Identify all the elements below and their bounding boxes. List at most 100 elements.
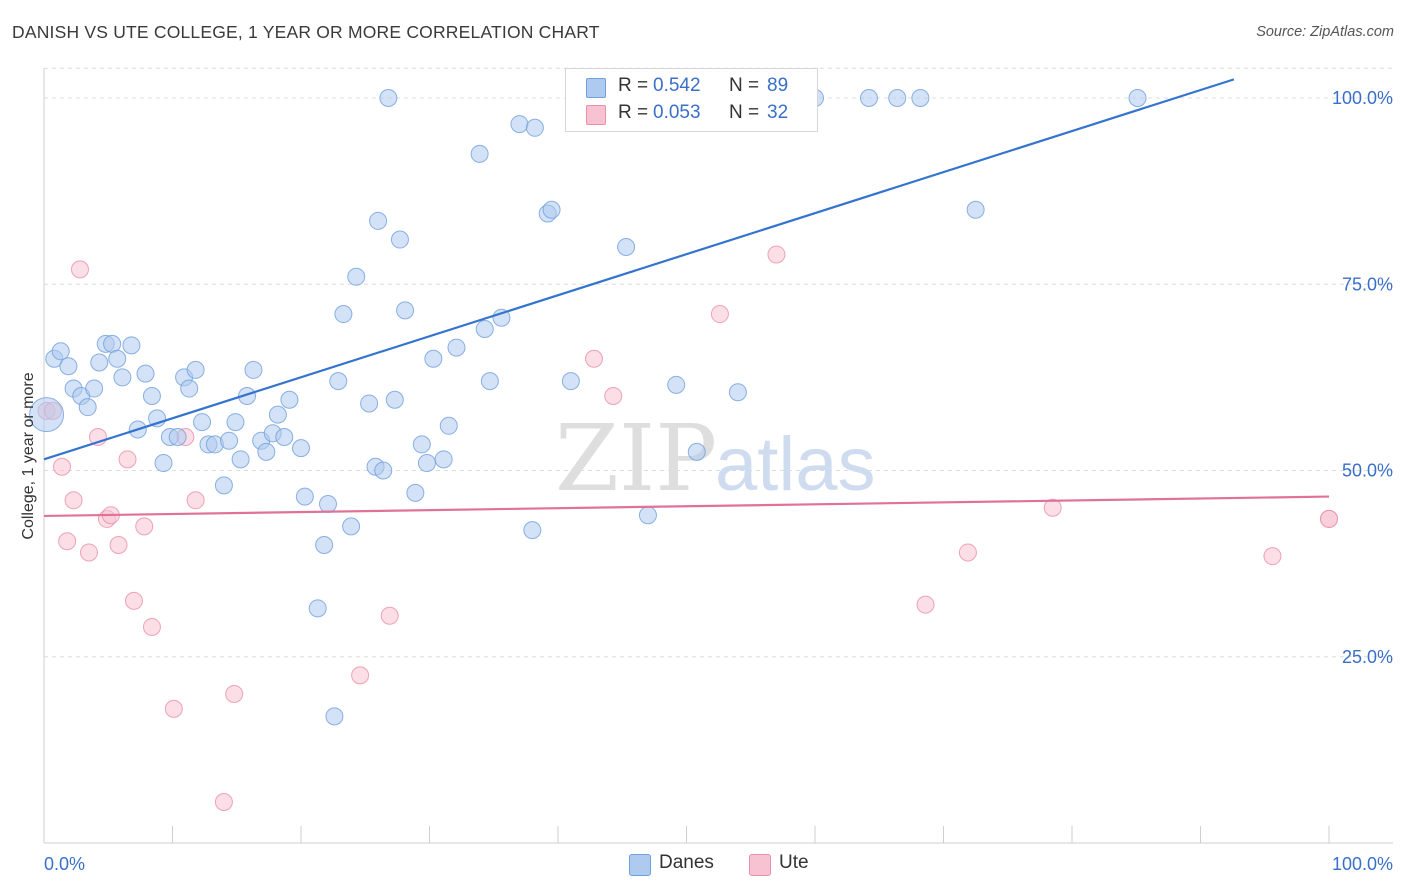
x-ticks: [43, 826, 1330, 843]
legend-label-danes: Danes: [659, 852, 714, 873]
danes-point: [390, 230, 409, 249]
danes-trend-line: [43, 78, 1235, 461]
legend-n-label: N =: [729, 102, 760, 123]
ute-point: [124, 591, 143, 610]
ute-point: [135, 517, 154, 536]
danes-point: [268, 405, 287, 424]
legend-n-value: 89: [767, 75, 789, 96]
ute-point: [70, 260, 89, 279]
ute-point: [767, 245, 786, 264]
danes-point: [78, 398, 97, 417]
source-credit: Source: ZipAtlas.com: [1256, 24, 1394, 40]
danes-point: [687, 442, 706, 461]
series-legend: Danes Ute: [0, 851, 1406, 877]
danes-point: [347, 267, 366, 286]
danes-point: [412, 435, 431, 454]
danes-point: [374, 461, 393, 480]
danes-point: [275, 427, 294, 446]
legend-r-value: 0.542: [653, 75, 701, 96]
y-tick-label: 75.0%: [1342, 274, 1393, 294]
y-tick-label: 100.0%: [1332, 88, 1393, 108]
danes-point: [638, 506, 657, 525]
danes-point: [226, 413, 245, 432]
danes-point: [406, 483, 425, 502]
danes-point: [295, 487, 314, 506]
danes-point: [29, 397, 65, 433]
danes-point: [342, 517, 361, 536]
legend-swatch-danes: [629, 854, 651, 876]
danes-point: [470, 144, 489, 163]
danes-point: [480, 372, 499, 391]
danes-point: [186, 360, 205, 379]
ute-point: [109, 536, 128, 554]
danes-point: [561, 372, 580, 391]
danes-point: [396, 301, 415, 320]
danes-point: [180, 379, 199, 398]
legend-swatch-ute: [749, 854, 771, 876]
danes-point: [220, 431, 239, 450]
gridlines: [44, 67, 1393, 658]
danes-point: [617, 238, 636, 256]
danes-point: [51, 342, 70, 361]
danes-point: [257, 442, 276, 461]
legend-r-label: R =: [618, 102, 649, 123]
danes-point: [417, 454, 436, 473]
danes-point: [85, 379, 104, 398]
danes-point: [667, 375, 686, 394]
ute-point: [584, 349, 603, 368]
legend-r-value: 0.053: [653, 102, 701, 123]
ute-point: [958, 543, 977, 562]
legend-label-ute: Ute: [779, 852, 809, 873]
danes-point: [334, 305, 353, 324]
danes-point: [329, 372, 348, 391]
legend-n-value: 32: [767, 102, 789, 123]
danes-point: [154, 454, 173, 473]
ute-point: [52, 457, 71, 476]
danes-point: [525, 118, 544, 137]
danes-point: [424, 349, 443, 368]
x-tick-label: 100.0%: [1332, 854, 1393, 874]
ute-point: [916, 595, 935, 614]
danes-points: [29, 89, 1147, 726]
danes-point: [90, 353, 109, 372]
legend-row-ute: R = 0.053 N = 32: [566, 100, 817, 128]
legend-row-danes: R = 0.542 N = 89: [566, 73, 817, 101]
danes-point: [315, 536, 334, 554]
ute-point: [710, 305, 729, 324]
danes-point: [238, 387, 257, 405]
y-axis-title: College, 1 year or more: [20, 372, 37, 539]
ute-trend-line: [43, 495, 1330, 518]
danes-point: [510, 115, 529, 134]
danes-point: [193, 413, 212, 432]
ute-point: [79, 543, 98, 562]
danes-point: [888, 89, 907, 107]
watermark-zip: ZIP: [555, 405, 717, 512]
ute-point: [118, 450, 137, 469]
danes-point: [439, 416, 458, 435]
danes-point: [369, 211, 388, 230]
watermark-atlas: atlas: [715, 422, 876, 507]
y-tick-label: 25.0%: [1342, 647, 1393, 667]
ute-point: [214, 793, 233, 812]
danes-point: [318, 495, 337, 514]
danes-point: [308, 599, 327, 618]
danes-point: [168, 427, 187, 446]
ute-point: [604, 387, 623, 405]
danes-point: [142, 387, 161, 405]
x-tick-label: 0.0%: [44, 854, 85, 874]
y-tick-labels: 25.0% 50.0% 75.0% 100.0%: [1332, 88, 1393, 667]
legend-r-label: R =: [618, 75, 649, 96]
danes-point: [434, 450, 453, 469]
ute-point: [1263, 547, 1282, 566]
danes-point: [523, 521, 542, 540]
danes-point: [214, 476, 233, 495]
danes-point: [966, 200, 985, 219]
ute-point: [142, 617, 161, 636]
danes-point: [244, 360, 263, 379]
axes: [43, 68, 1393, 844]
ute-point: [1043, 498, 1062, 517]
danes-point: [385, 390, 404, 409]
danes-point: [447, 338, 466, 357]
danes-point: [136, 364, 155, 383]
